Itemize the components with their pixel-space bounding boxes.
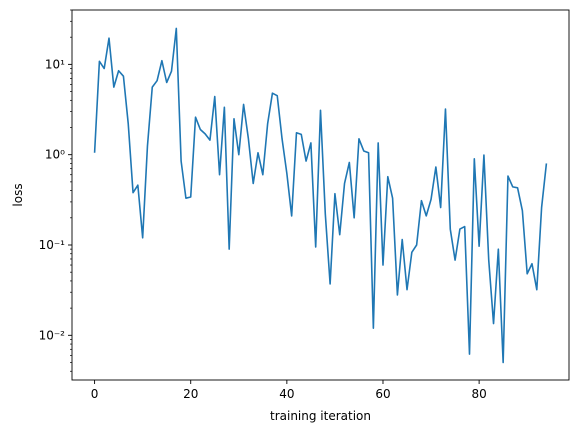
y-tick-label: 10⁻² [39,328,66,342]
loss-series-line [93,27,548,364]
plot-frame [71,9,570,381]
y-axis-label: loss [11,183,25,206]
ticks-layer: 0 20 40 60 80 10⁻² 10⁻¹ 10⁰ 10¹ [39,9,487,401]
x-tick-label: 20 [183,387,198,401]
x-tick-label: 80 [471,387,486,401]
x-tick-label: 0 [91,387,99,401]
y-tick-label: 10⁻¹ [39,238,66,252]
y-tick-label: 10⁰ [45,148,65,162]
y-tick-label: 10¹ [45,57,65,71]
x-tick-label: 60 [375,387,390,401]
x-axis-label: training iteration [270,409,371,423]
x-tick-label: 40 [279,387,294,401]
